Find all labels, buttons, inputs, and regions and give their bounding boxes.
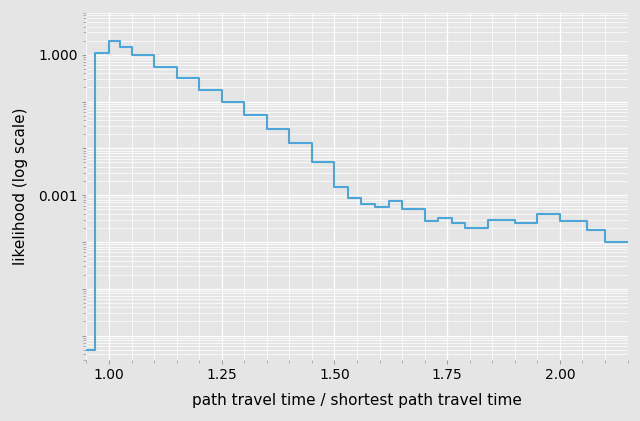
X-axis label: path travel time / shortest path travel time: path travel time / shortest path travel … xyxy=(192,394,522,408)
Y-axis label: likelihood (log scale): likelihood (log scale) xyxy=(13,107,28,265)
